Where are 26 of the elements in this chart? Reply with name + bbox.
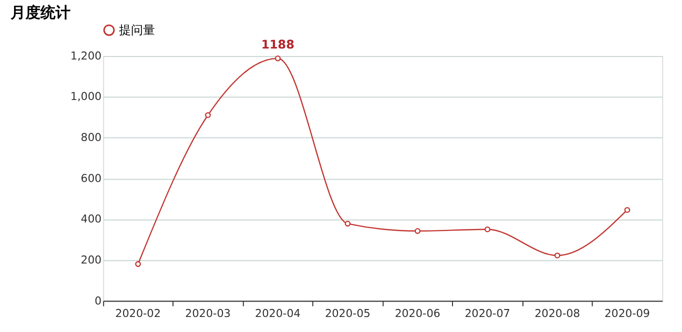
y-tick-label: 400 xyxy=(80,212,102,226)
y-tick-label: 1,000 xyxy=(70,90,102,104)
x-tick-label: 2020-02 xyxy=(115,307,161,320)
y-tick-label: 200 xyxy=(80,253,102,266)
x-tick-label: 2020-04 xyxy=(255,307,301,320)
point xyxy=(624,207,630,213)
point xyxy=(414,228,420,234)
point xyxy=(274,55,281,62)
y-tick-label: 0 xyxy=(94,294,102,308)
chart-title: 月度统计 xyxy=(9,3,70,22)
annotation: 1188 xyxy=(261,37,294,52)
y-tick-label: 800 xyxy=(80,131,102,144)
x-tick-label: 2020-05 xyxy=(324,307,370,320)
x-tick-label: 2020-03 xyxy=(185,307,231,320)
point xyxy=(554,252,560,258)
x-tick-label: 2020-07 xyxy=(464,307,510,320)
x-tick-label: 2020-08 xyxy=(534,307,580,320)
x-tick-label: 2020-06 xyxy=(394,307,440,320)
y-tick-label: 1,200 xyxy=(70,49,102,62)
x-tick-label: 2020-09 xyxy=(604,307,650,320)
point xyxy=(205,112,211,118)
legend-label: 提问量 xyxy=(118,23,155,38)
point xyxy=(484,226,490,232)
point xyxy=(135,261,141,267)
y-tick-label: 600 xyxy=(80,172,102,185)
point xyxy=(344,220,351,227)
